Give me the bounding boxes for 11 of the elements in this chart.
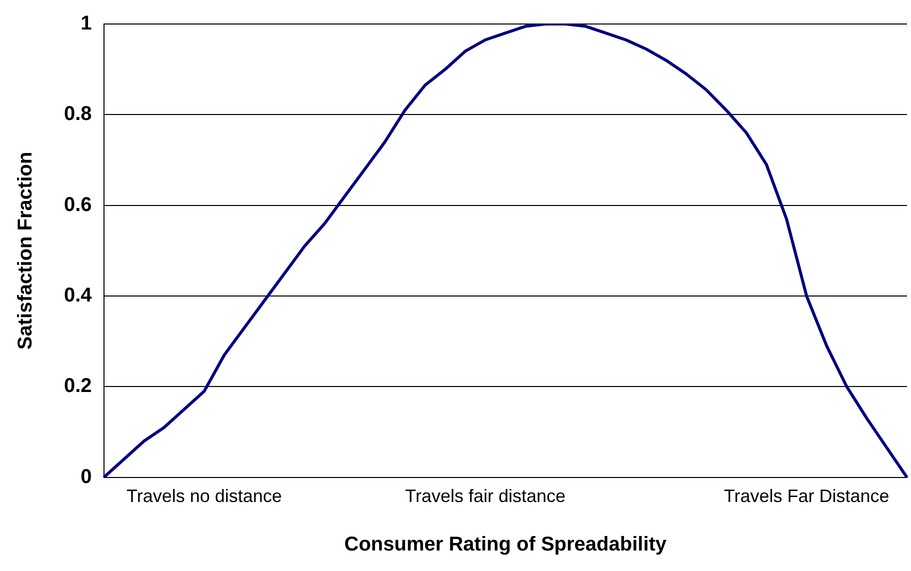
y-tick-label: 0	[80, 466, 92, 488]
y-tick-label: 0.6	[64, 194, 92, 216]
y-axis-title: Satisfaction Fraction	[14, 152, 37, 350]
y-tick-label: 1	[80, 12, 92, 35]
x-axis-title: Consumer Rating of Spreadability	[344, 534, 668, 556]
y-tick-label: 0.2	[64, 375, 92, 398]
y-tick-label: 0.8	[64, 103, 92, 126]
x-tick-label: Travels Far Distance	[724, 486, 890, 506]
x-tick-label: Travels no distance	[126, 486, 282, 506]
x-tick-label: Travels fair distance	[405, 486, 566, 506]
y-tick-label: 0.4	[64, 284, 93, 307]
